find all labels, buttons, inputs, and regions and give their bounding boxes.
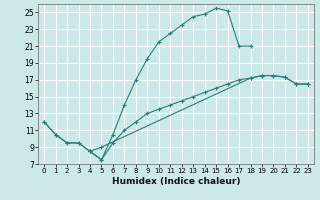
X-axis label: Humidex (Indice chaleur): Humidex (Indice chaleur): [112, 177, 240, 186]
